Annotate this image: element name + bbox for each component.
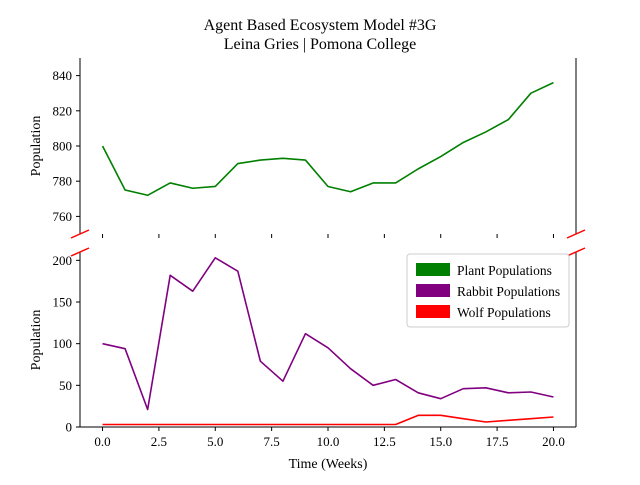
- top-y-tick-label: 760: [53, 209, 73, 224]
- legend-swatch-plant: [416, 263, 450, 276]
- bottom-x-tick-label: 0.0: [94, 434, 110, 449]
- top-y-axis-label: Population: [29, 116, 44, 177]
- bottom-axis-break-mark: [70, 247, 90, 257]
- top-panel: 760 780 800 820 840: [53, 58, 586, 239]
- top-y-tick-label: 800: [53, 139, 73, 154]
- bottom-y-tick-label: 0: [66, 420, 73, 435]
- legend-label-plant: Plant Populations: [457, 263, 552, 278]
- top-y-tick-label: 840: [53, 68, 73, 83]
- bottom-x-tick-label: 20.0: [542, 434, 565, 449]
- top-axis-break-mark: [70, 229, 90, 239]
- bottom-x-tick-label: 2.5: [151, 434, 167, 449]
- x-axis-label: Time (Weeks): [289, 457, 368, 472]
- bottom-y-tick-label: 100: [53, 336, 73, 351]
- bottom-panel: 0 50 100 150 200 0.0 2.5 5.0 7.5 10.0 12.5 15.0 17.5…: [53, 247, 586, 449]
- legend-label-wolf: Wolf Populations: [457, 305, 551, 320]
- wolf-populations-line: [102, 414, 554, 426]
- top-y-tick-label: 780: [53, 174, 73, 189]
- bottom-x-tick-label: 17.5: [486, 434, 509, 449]
- legend: Plant Populations Rabbit Populations Wol…: [406, 253, 570, 328]
- bottom-x-tick-label: 15.0: [429, 434, 452, 449]
- top-axis-break-mark: [566, 229, 586, 239]
- bottom-y-tick-label: 150: [53, 295, 73, 310]
- legend-label-rabbit: Rabbit Populations: [457, 284, 560, 299]
- legend-swatch-rabbit: [416, 284, 450, 297]
- rabbit-populations-line: [102, 257, 554, 411]
- bottom-axis-break-mark: [566, 247, 586, 257]
- bottom-x-tick-label: 12.5: [373, 434, 396, 449]
- bottom-x-tick-label: 5.0: [207, 434, 223, 449]
- bottom-x-tick-label: 10.0: [317, 434, 340, 449]
- chart-title-line1: Agent Based Ecosystem Model #3G: [204, 17, 437, 34]
- plant-populations-line: [101, 81, 554, 197]
- chart-title-line2: Leina Gries | Pomona College: [224, 36, 417, 53]
- bottom-x-tick-label: 7.5: [264, 434, 280, 449]
- bottom-y-axis-label: Population: [29, 310, 44, 371]
- bottom-y-tick-label: 200: [53, 253, 73, 268]
- bottom-y-tick-label: 50: [59, 378, 72, 393]
- top-y-tick-label: 820: [53, 103, 73, 118]
- legend-swatch-wolf: [416, 305, 450, 318]
